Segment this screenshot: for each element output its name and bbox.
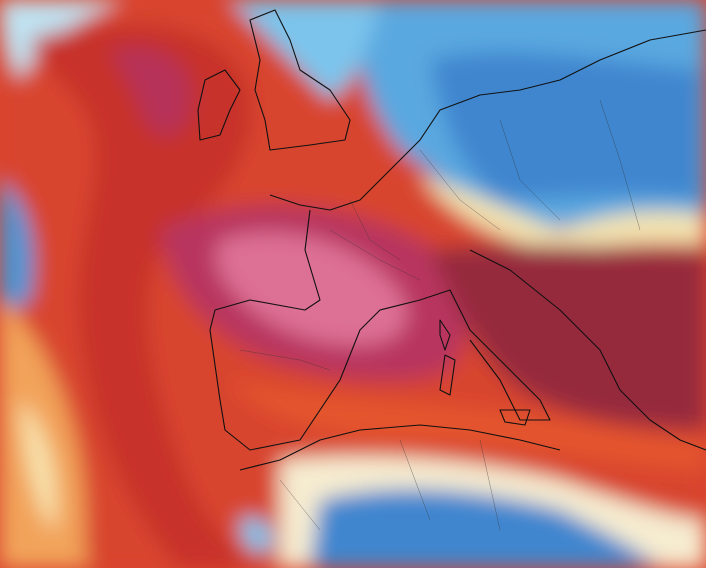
hot-band-southeast [430,245,706,430]
cold-core-northeast [430,51,700,201]
hot-core-france [216,232,408,346]
britain-coast [249,9,351,151]
islands-coast [439,319,531,426]
warm-band-southwest [0,300,90,568]
transition-band-north [420,175,706,250]
adriatic-coast [469,249,706,451]
coastlines [197,9,706,531]
warm-band-mediterranean [230,380,706,470]
hot-core-atlantic [110,47,192,137]
cold-area-north [230,0,380,100]
ireland-coast [197,69,241,141]
north-africa-coast [239,424,561,471]
cold-pocket-west [0,180,34,308]
southwest-europe-coast [209,209,551,451]
cold-area-sahara [310,489,660,568]
mild-streak-southwest [20,400,57,530]
cold-pocket-morocco [240,517,273,554]
north-coast [269,29,706,211]
warm-swirl [30,24,260,568]
country-borders [239,99,641,531]
cold-corner-northwest [0,0,120,80]
